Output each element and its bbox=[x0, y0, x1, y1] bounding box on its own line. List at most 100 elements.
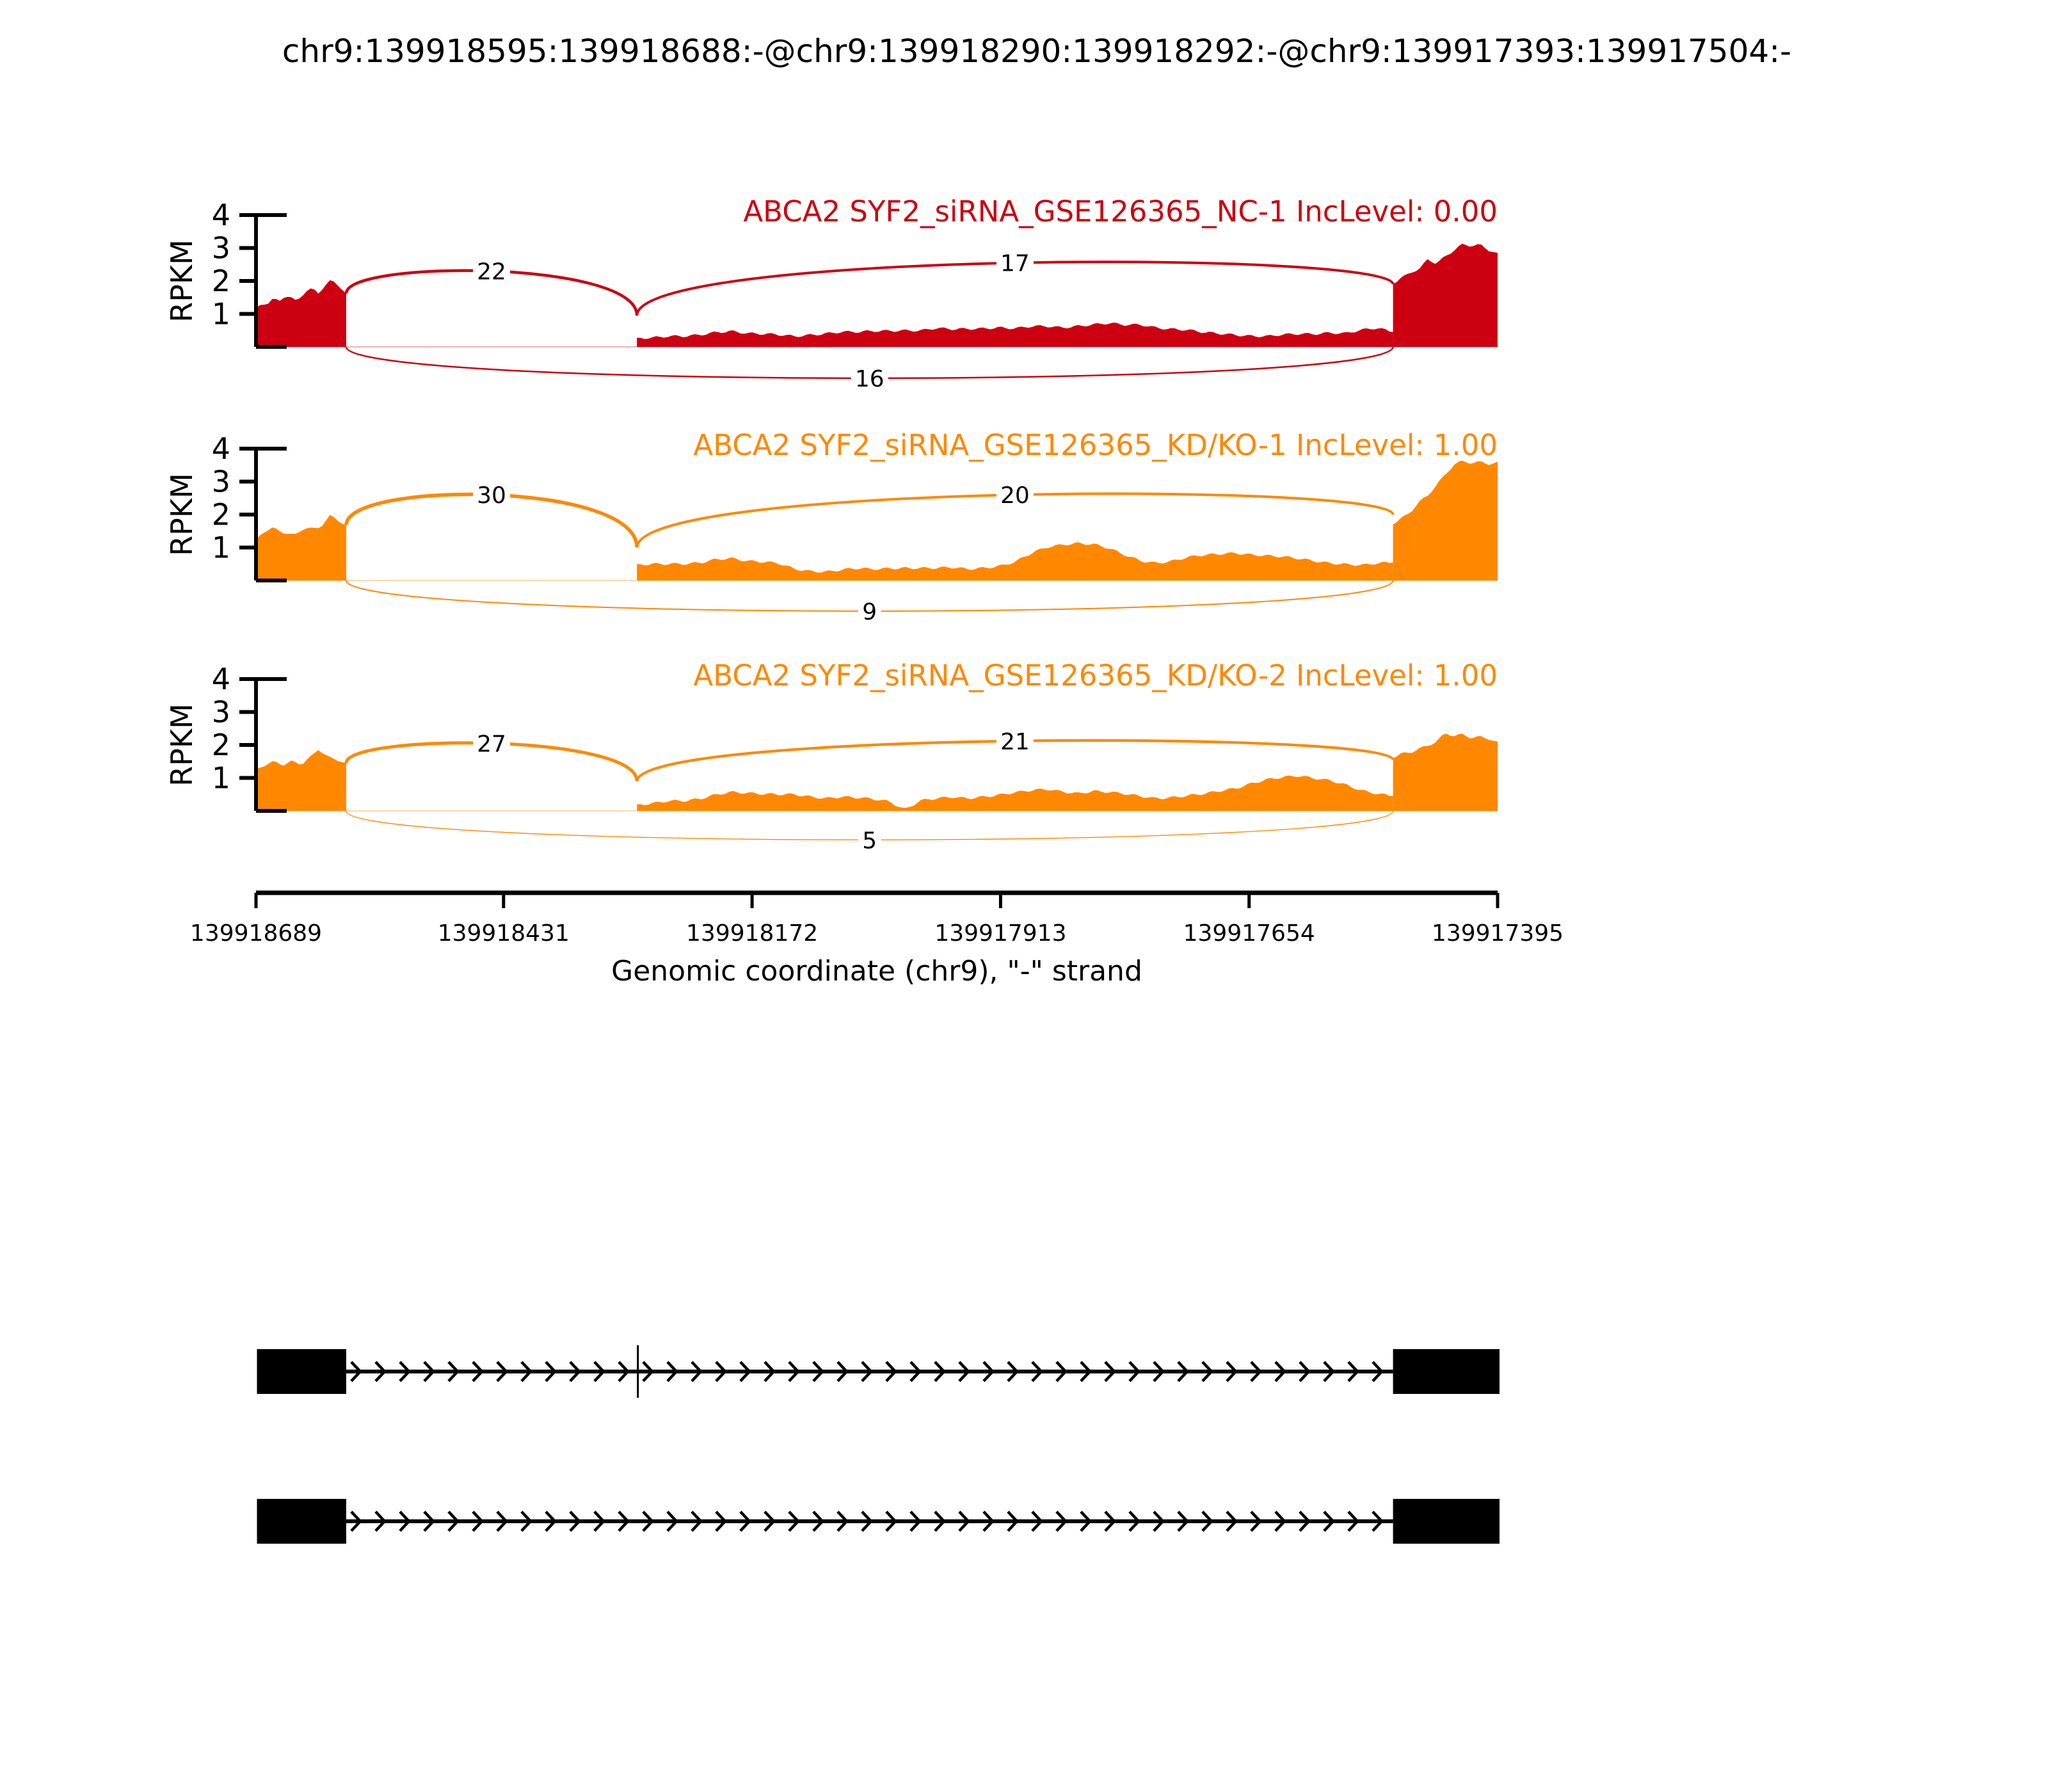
strand-arrow-icon bbox=[1055, 1361, 1068, 1382]
x-tick-label: 139917395 bbox=[1432, 920, 1564, 947]
junction-count-label: 21 bbox=[1000, 729, 1030, 755]
strand-arrow-icon bbox=[1104, 1361, 1117, 1382]
strand-arrow-icon bbox=[861, 1510, 874, 1532]
y-tick-label: 4 bbox=[212, 198, 230, 232]
coverage-area bbox=[257, 750, 346, 811]
strand-arrow-icon bbox=[423, 1361, 436, 1382]
y-tick-label: 4 bbox=[212, 662, 230, 696]
coverage-area bbox=[637, 542, 1393, 580]
strand-arrow-icon bbox=[350, 1361, 363, 1382]
strand-arrow-icon bbox=[374, 1361, 387, 1382]
strand-arrow-icon bbox=[1372, 1361, 1384, 1382]
junction-count-gap bbox=[473, 729, 511, 758]
strand-arrow-icon bbox=[1323, 1361, 1336, 1382]
track-title: ABCA2 SYF2_siRNA_GSE126365_KD/KO-2 IncLe… bbox=[693, 659, 1498, 692]
y-tick-label: 3 bbox=[212, 695, 230, 730]
strand-arrow-icon bbox=[788, 1361, 801, 1382]
strand-arrow-icon bbox=[569, 1361, 582, 1382]
track-title: ABCA2 SYF2_siRNA_GSE126365_NC-1 IncLevel… bbox=[743, 195, 1498, 228]
strand-arrow-icon bbox=[934, 1510, 947, 1532]
strand-arrow-icon bbox=[982, 1510, 995, 1532]
strand-arrow-icon bbox=[496, 1361, 509, 1382]
coverage-area bbox=[257, 280, 346, 347]
y-tick-label: 2 bbox=[212, 728, 230, 762]
inclusion-isoform bbox=[257, 1345, 1500, 1398]
strand-arrow-icon bbox=[496, 1510, 509, 1532]
strand-arrow-icon bbox=[642, 1361, 655, 1382]
strand-arrow-icon bbox=[958, 1361, 971, 1382]
junction-count-label: 22 bbox=[477, 259, 506, 285]
strand-arrow-icon bbox=[666, 1510, 679, 1532]
track-title: ABCA2 SYF2_siRNA_GSE126365_KD/KO-1 IncLe… bbox=[693, 428, 1498, 462]
strand-arrow-icon bbox=[909, 1510, 922, 1532]
strand-arrow-icon bbox=[520, 1361, 533, 1382]
y-tick-label: 2 bbox=[212, 264, 230, 298]
junction-count-gap bbox=[996, 481, 1034, 509]
strand-arrow-icon bbox=[520, 1510, 533, 1532]
skipping-isoform bbox=[257, 1499, 1500, 1544]
strand-arrow-icon bbox=[1347, 1361, 1360, 1382]
y-tick-label: 1 bbox=[212, 297, 230, 332]
junction-count-gap bbox=[851, 364, 888, 392]
strand-arrow-icon bbox=[1299, 1510, 1311, 1532]
strand-arrow-icon bbox=[1201, 1361, 1214, 1382]
strand-arrow-icon bbox=[1031, 1510, 1044, 1532]
y-tick-label: 3 bbox=[212, 231, 230, 266]
strand-arrow-icon bbox=[1177, 1510, 1190, 1532]
y-tick-label: 2 bbox=[212, 497, 230, 532]
strand-arrow-icon bbox=[812, 1510, 825, 1532]
strand-arrow-icon bbox=[399, 1510, 412, 1532]
strand-arrow-icon bbox=[1055, 1510, 1068, 1532]
strand-arrow-icon bbox=[545, 1361, 557, 1382]
strand-arrow-icon bbox=[545, 1510, 557, 1532]
strand-arrow-icon bbox=[593, 1361, 606, 1382]
x-tick-label: 139918172 bbox=[686, 920, 818, 947]
strand-arrow-icon bbox=[1128, 1510, 1141, 1532]
y-axis-label: RPKM bbox=[164, 473, 199, 556]
strand-arrow-icon bbox=[1128, 1361, 1141, 1382]
strand-arrow-icon bbox=[666, 1361, 679, 1382]
strand-arrow-icon bbox=[982, 1361, 995, 1382]
strand-arrow-icon bbox=[788, 1510, 801, 1532]
strand-arrow-icon bbox=[618, 1361, 630, 1382]
strand-arrow-icon bbox=[885, 1361, 898, 1382]
strand-arrow-icon bbox=[593, 1510, 606, 1532]
strand-arrow-icon bbox=[958, 1510, 971, 1532]
strand-arrow-icon bbox=[350, 1510, 363, 1532]
junction-count-label: 17 bbox=[1000, 251, 1030, 277]
y-tick-label: 1 bbox=[212, 761, 230, 796]
x-tick-label: 139918689 bbox=[190, 920, 322, 947]
junction-count-label: 30 bbox=[477, 483, 506, 509]
strand-arrow-icon bbox=[447, 1361, 460, 1382]
strand-arrow-icon bbox=[1201, 1510, 1214, 1532]
strand-arrow-icon bbox=[423, 1510, 436, 1532]
coverage-area bbox=[1393, 733, 1498, 811]
strand-arrow-icon bbox=[1226, 1510, 1238, 1532]
x-axis-title: Genomic coordinate (chr9), "-" strand bbox=[611, 955, 1142, 988]
strand-arrow-icon bbox=[1153, 1361, 1165, 1382]
strand-arrow-icon bbox=[764, 1510, 776, 1532]
strand-arrow-icon bbox=[1274, 1361, 1287, 1382]
strand-arrow-icon bbox=[1372, 1510, 1384, 1532]
y-axis-label: RPKM bbox=[164, 703, 199, 787]
strand-arrow-icon bbox=[1250, 1510, 1263, 1532]
junction-count-gap bbox=[996, 248, 1034, 277]
junction-count-label: 5 bbox=[862, 828, 877, 854]
strand-arrow-icon bbox=[934, 1361, 947, 1382]
exon-box bbox=[1393, 1499, 1500, 1544]
strand-arrow-icon bbox=[861, 1361, 874, 1382]
exon-box bbox=[257, 1499, 346, 1544]
x-tick-label: 139918431 bbox=[438, 920, 570, 947]
strand-arrow-icon bbox=[1226, 1361, 1238, 1382]
strand-arrow-icon bbox=[739, 1361, 752, 1382]
junction-count-label: 20 bbox=[1000, 483, 1030, 509]
strand-arrow-icon bbox=[1007, 1361, 1020, 1382]
